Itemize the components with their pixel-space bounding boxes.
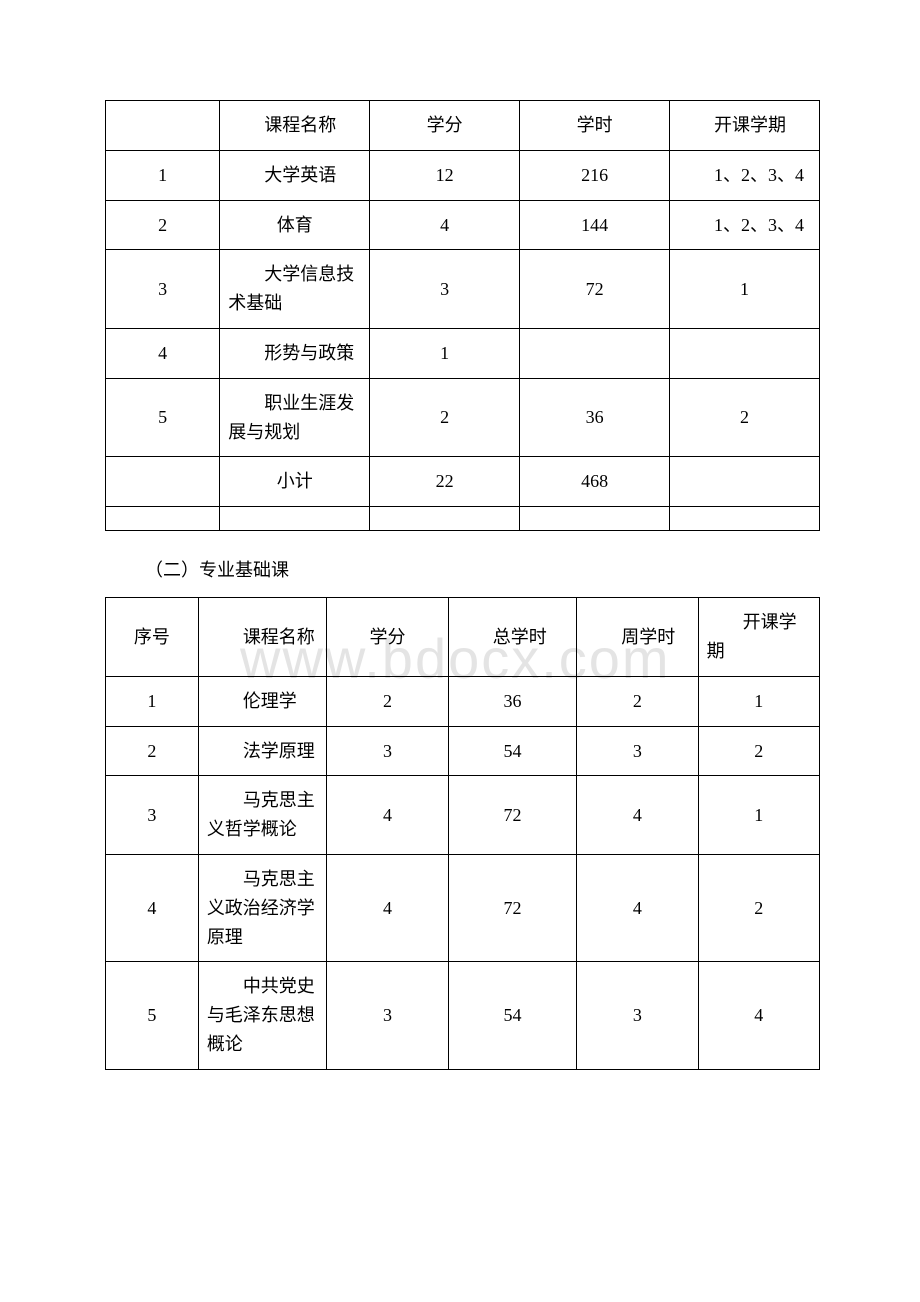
table-row: 5 中共党史与毛泽东思想概论 3 54 3 4 <box>106 962 820 1069</box>
table-header-row: 课程名称 学分 学时 开课学期 <box>106 101 820 151</box>
cell-num <box>106 457 220 507</box>
header-week-hours: 周学时 <box>577 598 698 677</box>
cell-num: 2 <box>106 200 220 250</box>
header-credit: 学分 <box>370 101 520 151</box>
table-row: 2 体育 4 144 1、2、3、4 <box>106 200 820 250</box>
cell-week-hours: 4 <box>577 776 698 855</box>
cell-credit: 4 <box>327 854 448 961</box>
cell-credit: 3 <box>370 250 520 329</box>
cell-credit: 2 <box>370 378 520 457</box>
cell-total-hours: 36 <box>448 676 577 726</box>
header-num <box>106 101 220 151</box>
cell-num: 4 <box>106 328 220 378</box>
cell-empty <box>670 507 820 531</box>
cell-week-hours: 3 <box>577 726 698 776</box>
cell-credit: 3 <box>327 962 448 1069</box>
table-major-courses: 序号 课程名称 学分 总学时 周学时 开课学期 1 伦理学 2 36 2 1 2… <box>105 597 820 1070</box>
header-num: 序号 <box>106 598 199 677</box>
cell-name: 中共党史与毛泽东思想概论 <box>198 962 327 1069</box>
cell-sem: 1、2、3、4 <box>670 150 820 200</box>
cell-hours: 144 <box>520 200 670 250</box>
cell-empty <box>106 507 220 531</box>
cell-empty <box>520 507 670 531</box>
cell-sem: 4 <box>698 962 819 1069</box>
cell-week-hours: 2 <box>577 676 698 726</box>
cell-num: 2 <box>106 726 199 776</box>
table-row: 2 法学原理 3 54 3 2 <box>106 726 820 776</box>
cell-num: 4 <box>106 854 199 961</box>
cell-credit: 4 <box>370 200 520 250</box>
cell-num: 1 <box>106 676 199 726</box>
cell-empty <box>670 457 820 507</box>
cell-hours: 216 <box>520 150 670 200</box>
cell-num: 3 <box>106 250 220 329</box>
cell-num: 5 <box>106 962 199 1069</box>
cell-name: 大学信息技术基础 <box>220 250 370 329</box>
cell-credit: 12 <box>370 150 520 200</box>
cell-sem <box>670 328 820 378</box>
header-total-hours: 总学时 <box>448 598 577 677</box>
table-row: 4 形势与政策 1 <box>106 328 820 378</box>
cell-subtotal-label: 小计 <box>220 457 370 507</box>
cell-hours: 72 <box>520 250 670 329</box>
cell-total-hours: 54 <box>448 962 577 1069</box>
cell-total-hours: 72 <box>448 776 577 855</box>
table-empty-row <box>106 507 820 531</box>
cell-subtotal-hours: 468 <box>520 457 670 507</box>
cell-empty <box>220 507 370 531</box>
table-row: 3 大学信息技术基础 3 72 1 <box>106 250 820 329</box>
cell-credit: 1 <box>370 328 520 378</box>
header-sem: 开课学期 <box>698 598 819 677</box>
header-sem: 开课学期 <box>670 101 820 151</box>
cell-name: 马克思主义政治经济学原理 <box>198 854 327 961</box>
header-credit: 学分 <box>327 598 448 677</box>
cell-num: 1 <box>106 150 220 200</box>
cell-name: 形势与政策 <box>220 328 370 378</box>
cell-hours: 36 <box>520 378 670 457</box>
header-hours: 学时 <box>520 101 670 151</box>
cell-subtotal-credit: 22 <box>370 457 520 507</box>
cell-name: 体育 <box>220 200 370 250</box>
cell-sem: 2 <box>698 854 819 961</box>
table-row: 3 马克思主义哲学概论 4 72 4 1 <box>106 776 820 855</box>
cell-credit: 4 <box>327 776 448 855</box>
cell-sem: 2 <box>698 726 819 776</box>
cell-num: 5 <box>106 378 220 457</box>
table-row: 1 大学英语 12 216 1、2、3、4 <box>106 150 820 200</box>
section-title: （二）专业基础课 <box>145 556 820 582</box>
table-header-row: 序号 课程名称 学分 总学时 周学时 开课学期 <box>106 598 820 677</box>
header-name: 课程名称 <box>198 598 327 677</box>
cell-sem: 1 <box>698 676 819 726</box>
cell-sem: 1 <box>670 250 820 329</box>
cell-sem: 2 <box>670 378 820 457</box>
cell-name: 法学原理 <box>198 726 327 776</box>
cell-hours <box>520 328 670 378</box>
cell-total-hours: 72 <box>448 854 577 961</box>
cell-week-hours: 3 <box>577 962 698 1069</box>
cell-week-hours: 4 <box>577 854 698 961</box>
table-row: 1 伦理学 2 36 2 1 <box>106 676 820 726</box>
cell-sem: 1 <box>698 776 819 855</box>
table-subtotal-row: 小计 22 468 <box>106 457 820 507</box>
cell-name: 大学英语 <box>220 150 370 200</box>
cell-name: 职业生涯发展与规划 <box>220 378 370 457</box>
cell-total-hours: 54 <box>448 726 577 776</box>
cell-num: 3 <box>106 776 199 855</box>
cell-credit: 2 <box>327 676 448 726</box>
cell-name: 马克思主义哲学概论 <box>198 776 327 855</box>
table-row: 5 职业生涯发展与规划 2 36 2 <box>106 378 820 457</box>
cell-name: 伦理学 <box>198 676 327 726</box>
cell-sem: 1、2、3、4 <box>670 200 820 250</box>
table-row: 4 马克思主义政治经济学原理 4 72 4 2 <box>106 854 820 961</box>
header-name: 课程名称 <box>220 101 370 151</box>
table-general-courses: 课程名称 学分 学时 开课学期 1 大学英语 12 216 1、2、3、4 2 … <box>105 100 820 531</box>
cell-empty <box>370 507 520 531</box>
cell-credit: 3 <box>327 726 448 776</box>
